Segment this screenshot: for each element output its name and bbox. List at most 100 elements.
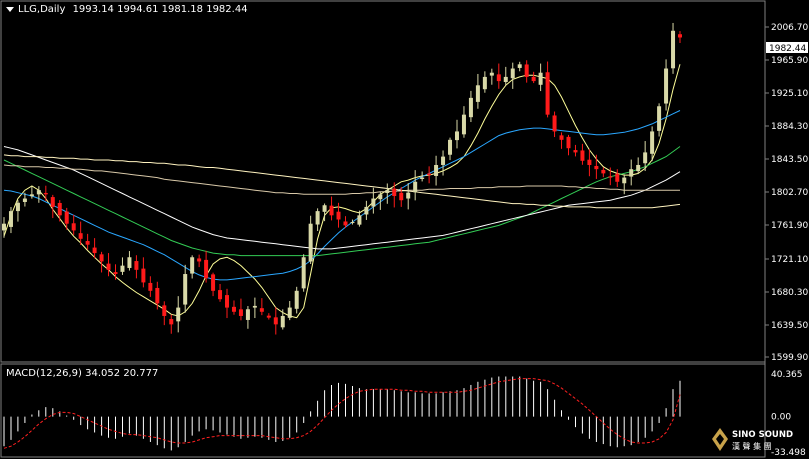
candle-body bbox=[378, 194, 383, 200]
candle-body bbox=[322, 205, 327, 212]
candle-body bbox=[364, 206, 369, 215]
candle-body bbox=[566, 136, 571, 149]
candle-body bbox=[482, 76, 487, 90]
candle-body bbox=[162, 305, 167, 316]
candle-body bbox=[573, 150, 578, 153]
sino-sound-logo: SINO SOUND 漢 聲 集 團 bbox=[712, 428, 793, 451]
candle-body bbox=[329, 205, 334, 216]
macd-axis: 40.365 0.00 -33.498 bbox=[771, 370, 806, 458]
macd-tick-label: 0.00 bbox=[771, 413, 791, 423]
candle-body bbox=[15, 202, 20, 212]
candle-body bbox=[245, 309, 250, 320]
candle-body bbox=[629, 169, 634, 177]
candle-body bbox=[315, 211, 320, 225]
candle-body bbox=[503, 76, 508, 82]
candle-body bbox=[392, 188, 397, 197]
candle-body bbox=[468, 97, 473, 118]
candle-body bbox=[85, 241, 90, 245]
symbol-label: LLG,Daily bbox=[18, 4, 66, 15]
candle-body bbox=[43, 193, 48, 195]
candle-body bbox=[385, 190, 390, 193]
candle-body bbox=[2, 223, 6, 231]
moving-averages bbox=[3, 64, 681, 319]
low-value: 1981.18 bbox=[161, 4, 204, 15]
price-tick-label: 1925.10 bbox=[771, 89, 808, 99]
candle-body bbox=[371, 198, 376, 207]
price-tick-label: 2006.70 bbox=[771, 23, 808, 33]
candle-body bbox=[273, 317, 278, 325]
candle-body bbox=[496, 74, 501, 82]
candlesticks bbox=[2, 22, 682, 335]
candle-body bbox=[489, 72, 494, 76]
candle-body bbox=[664, 68, 669, 104]
logo-text: SINO SOUND bbox=[732, 430, 793, 440]
price-tick-label: 1680.30 bbox=[771, 288, 808, 298]
ma-line-2 bbox=[3, 146, 681, 257]
candle-body bbox=[141, 268, 146, 283]
macd-signal-value: 20.777 bbox=[123, 368, 159, 379]
candle-body bbox=[280, 315, 285, 328]
candle-body bbox=[510, 68, 515, 79]
candle-body bbox=[287, 307, 292, 318]
macd-tick-label: -33.498 bbox=[771, 448, 806, 458]
candle-body bbox=[22, 198, 27, 202]
candle-body bbox=[225, 295, 230, 308]
candle-body bbox=[106, 263, 111, 270]
ma-line-1 bbox=[3, 110, 681, 281]
candle-body bbox=[517, 64, 522, 68]
candle-body bbox=[420, 177, 425, 179]
candle-body bbox=[176, 307, 181, 322]
close-value: 1982.44 bbox=[206, 4, 248, 15]
ma-line-4 bbox=[3, 164, 680, 195]
macd-signal-line bbox=[3, 378, 681, 449]
ma-line-5 bbox=[3, 154, 681, 209]
candle-body bbox=[308, 223, 313, 262]
candle-body bbox=[197, 258, 202, 262]
candle-body bbox=[127, 257, 132, 268]
candle-body bbox=[190, 257, 195, 274]
candle-body bbox=[559, 135, 564, 140]
ma-line-3 bbox=[3, 146, 681, 250]
macd-header: MACD(12,26,9) 34.052 20.777 bbox=[6, 368, 158, 379]
price-tick-label: 1884.30 bbox=[771, 122, 808, 132]
candle-body bbox=[461, 114, 466, 135]
candle-body bbox=[169, 319, 174, 325]
candle-body bbox=[155, 287, 160, 304]
high-value: 1994.61 bbox=[117, 4, 159, 15]
candle-body bbox=[99, 254, 104, 262]
price-tick-label: 1802.70 bbox=[771, 188, 808, 198]
chart-header: LLG,Daily 1993.14 1994.61 1981.18 1982.4… bbox=[6, 4, 248, 15]
current-price-box bbox=[766, 42, 808, 53]
candle-body bbox=[587, 159, 592, 165]
price-tick-label: 1721.10 bbox=[771, 255, 808, 265]
candle-body bbox=[343, 221, 348, 226]
candle-body bbox=[399, 192, 404, 201]
price-tick-label: 1965.90 bbox=[771, 56, 808, 66]
candle-body bbox=[211, 274, 216, 291]
candle-body bbox=[266, 315, 271, 318]
candle-body bbox=[448, 139, 453, 155]
candle-body bbox=[120, 265, 125, 272]
price-axis: 2006.70 1965.90 1925.10 1884.30 1843.50 1802.… bbox=[765, 23, 808, 363]
candle-body bbox=[36, 190, 41, 195]
price-tick-label: 1843.50 bbox=[771, 155, 808, 165]
candle-body bbox=[134, 261, 139, 270]
candle-body bbox=[552, 115, 557, 132]
price-tick-label: 1639.50 bbox=[771, 321, 808, 331]
macd-label: MACD(12,26,9) bbox=[6, 368, 82, 379]
candle-body bbox=[148, 282, 153, 291]
candle-body bbox=[92, 247, 97, 254]
candle-body bbox=[259, 308, 264, 312]
candle-body bbox=[454, 131, 459, 141]
candle-body bbox=[301, 257, 306, 289]
candle-body bbox=[350, 222, 355, 224]
current-price-label: 1982.44 bbox=[769, 44, 806, 54]
caret-down-icon[interactable] bbox=[6, 6, 14, 12]
logo-subtext: 漢 聲 集 團 bbox=[732, 441, 772, 451]
macd-main-value: 34.052 bbox=[85, 368, 121, 379]
candle-body bbox=[238, 309, 243, 316]
candle-body bbox=[671, 30, 676, 69]
candle-body bbox=[406, 192, 411, 199]
candle-body bbox=[71, 223, 76, 231]
